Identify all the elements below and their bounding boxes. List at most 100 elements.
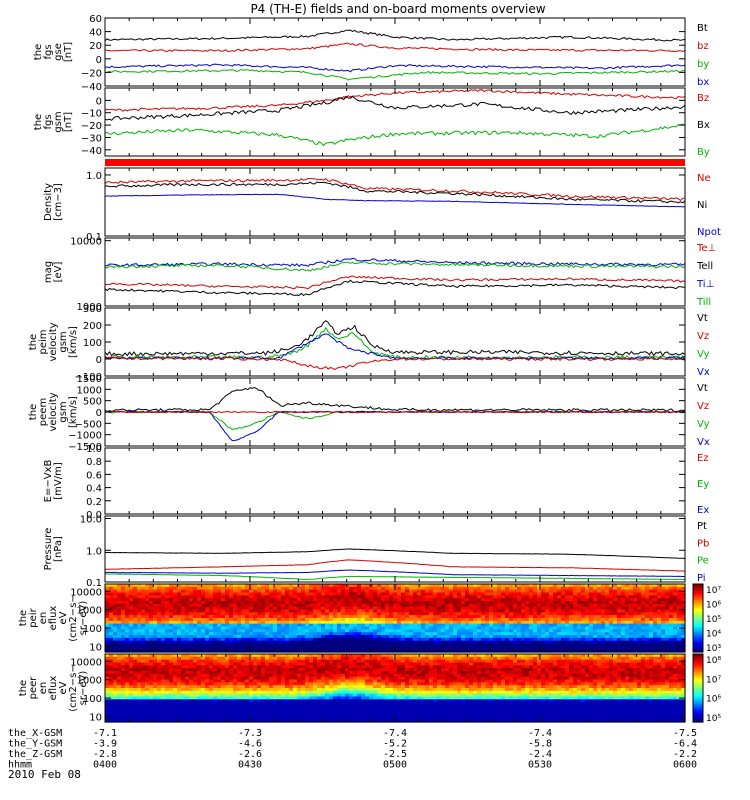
spectrogram-cell [333, 601, 338, 605]
spectrogram-cell [657, 632, 662, 636]
spectrogram-cell [185, 589, 190, 594]
spectrogram-cell [417, 646, 422, 650]
spectrogram-cell [565, 595, 570, 599]
spectrogram-cell [597, 632, 602, 636]
spectrogram-cell [437, 615, 442, 619]
spectrogram-cell [389, 646, 394, 650]
spectrogram-cell [201, 643, 206, 647]
spectrogram-cell [225, 606, 230, 611]
y-axis-label: [km/s] [68, 326, 79, 358]
spectrogram-cell [133, 713, 138, 717]
spectrogram-cell [557, 589, 562, 594]
spectrogram-cell [193, 618, 198, 622]
spectrogram-cell [133, 626, 138, 630]
spectrogram-cell [321, 620, 326, 625]
spectrogram-cell [561, 626, 566, 630]
spectrogram-cell [489, 595, 494, 599]
spectrogram-cell [481, 595, 486, 599]
spectrogram-cell [205, 601, 210, 605]
spectrogram-cell [269, 606, 274, 611]
spectrogram-cell [205, 690, 210, 695]
spectrogram-cell [481, 612, 486, 616]
spectrogram-cell [365, 586, 370, 591]
spectrogram-cell [521, 629, 526, 633]
spectrogram-cell [445, 606, 450, 611]
spectrogram-cell [193, 682, 198, 686]
spectrogram-cell [413, 609, 418, 613]
spectrogram-cell [113, 707, 118, 712]
spectrogram-cell [161, 688, 166, 692]
spectrogram-cell [481, 584, 486, 588]
spectrogram-cell [449, 629, 454, 633]
spectrogram-cell [177, 719, 182, 723]
spectrogram-cell [649, 646, 654, 650]
spectrogram-cell [349, 618, 354, 622]
spectrogram-cell [117, 665, 122, 669]
spectrogram-cell [601, 640, 606, 645]
spectrogram-cell [405, 629, 410, 633]
spectrogram-cell [133, 598, 138, 602]
spectrogram-cell [193, 620, 198, 625]
spectrogram-cell [349, 646, 354, 650]
spectrogram-cell [521, 598, 526, 602]
spectrogram-cell [161, 702, 166, 706]
spectrogram-cell [441, 595, 446, 599]
spectrogram-cell [217, 679, 222, 683]
spectrogram-cell [137, 598, 142, 602]
spectrogram-cell [625, 595, 630, 599]
spectrogram-cell [121, 654, 126, 658]
spectrogram-cell [253, 637, 258, 642]
spectrogram-cell [681, 649, 686, 653]
spectrogram-cell [185, 705, 190, 709]
spectrogram-cell [349, 649, 354, 653]
spectrogram-cell [313, 615, 318, 619]
spectrogram-cell [645, 623, 650, 628]
spectrogram-cell [585, 589, 590, 594]
spectrogram-cell [109, 659, 114, 664]
spectrogram-cell [397, 643, 402, 647]
spectrogram-cell [309, 635, 314, 639]
spectrogram-cell [309, 589, 314, 594]
spectrogram-cell [609, 618, 614, 622]
spectrogram-cell [301, 618, 306, 622]
spectrogram-cell [389, 598, 394, 602]
spectrogram-cell [665, 612, 670, 616]
spectrogram-cell [205, 685, 210, 689]
spectrogram-cell [305, 609, 310, 613]
spectrogram-cell [521, 603, 526, 608]
spectrogram-cell [677, 637, 682, 642]
spectrogram-cell [593, 595, 598, 599]
spectrogram-cell [157, 646, 162, 650]
spectrogram-cell [249, 640, 254, 645]
spectrogram-cell [181, 656, 186, 661]
spectrogram-cell [205, 643, 210, 647]
spectrogram-cell [189, 609, 194, 613]
spectrogram-cell [665, 629, 670, 633]
spectrogram-cell [517, 586, 522, 591]
spectrogram-cell [661, 592, 666, 596]
spectrogram-cell [637, 601, 642, 605]
legend-Te⊥: Te⊥ [696, 243, 716, 254]
spectrogram-cell [477, 603, 482, 608]
spectrogram-cell [137, 646, 142, 650]
spectrogram-cell [181, 690, 186, 695]
spectrogram-cell [393, 615, 398, 619]
spectrogram-cell [281, 598, 286, 602]
spectrogram-cell [289, 649, 294, 653]
spectrogram-cell [141, 586, 146, 591]
spectrogram-cell [213, 595, 218, 599]
spectrogram-cell [173, 612, 178, 616]
spectrogram-cell [625, 601, 630, 605]
spectrogram-cell [245, 589, 250, 594]
spectrogram-cell [677, 586, 682, 591]
spectrogram-cell [505, 606, 510, 611]
spectrogram-cell [313, 629, 318, 633]
spectrogram-cell [301, 606, 306, 611]
legend-Bz: Bz [697, 93, 709, 104]
spectrogram-cell [365, 623, 370, 628]
spectrogram-cell [209, 688, 214, 692]
spectrogram-cell [145, 586, 150, 591]
spectrogram-cell [133, 665, 138, 669]
spectrogram-cell [105, 688, 110, 692]
spectrogram-cell [157, 668, 162, 672]
